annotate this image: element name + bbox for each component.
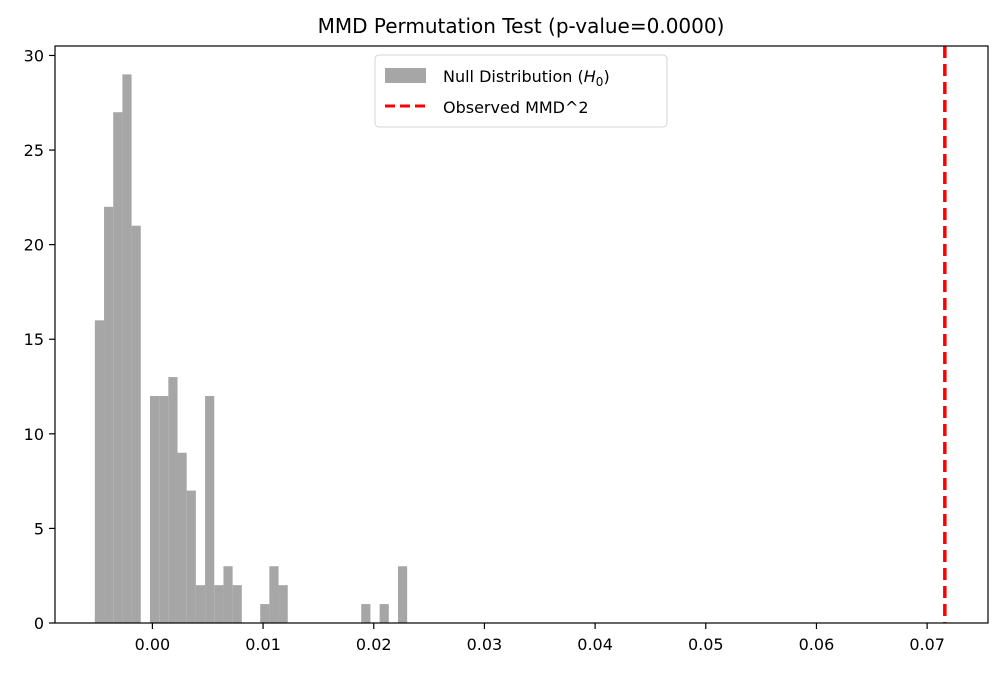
histogram-bar — [131, 225, 141, 623]
y-tick-label: 20 — [24, 236, 44, 255]
legend-null-label: Null Distribution (H0) — [443, 67, 610, 89]
histogram-bar — [104, 206, 114, 623]
x-tick-label: 0.02 — [356, 635, 392, 654]
histogram-bar — [397, 566, 408, 623]
legend-box — [374, 54, 668, 128]
legend: Null Distribution (H0) Observed MMD^2 — [374, 54, 668, 128]
x-axis: 0.00 0.01 0.02 0.03 0.04 0.05 0.06 0.07 — [135, 623, 945, 654]
histogram-bar — [260, 604, 270, 623]
x-tick-label: 0.03 — [467, 635, 503, 654]
legend-null-text: Null Distribution ( — [443, 67, 584, 86]
x-tick-label: 0.07 — [909, 635, 945, 654]
histogram-bar — [177, 452, 187, 623]
histogram-bar — [214, 585, 224, 623]
histogram-bar — [149, 395, 160, 623]
x-tick-label: 0.01 — [245, 635, 281, 654]
y-tick-label: 15 — [24, 330, 44, 349]
histogram-bar — [223, 566, 233, 623]
histogram-bar — [195, 585, 206, 623]
y-axis: 0 5 10 15 20 25 30 — [24, 46, 55, 633]
histogram-bar — [159, 395, 169, 623]
histogram-bar — [113, 112, 123, 624]
y-tick-label: 5 — [34, 519, 44, 538]
y-tick-label: 0 — [34, 614, 44, 633]
legend-null-end: ) — [603, 67, 609, 86]
histogram-bar — [269, 566, 279, 623]
histogram-bar — [278, 585, 288, 623]
legend-null-symbol: H — [584, 67, 596, 86]
plot-frame — [54, 45, 989, 624]
histogram-bar — [94, 320, 105, 623]
histogram-bar — [186, 490, 196, 623]
legend-null-subscript: 0 — [596, 75, 604, 89]
histogram-bar — [361, 604, 371, 623]
histogram-bar — [379, 604, 389, 623]
legend-observed-label: Observed MMD^2 — [443, 98, 589, 117]
y-tick-label: 10 — [24, 425, 44, 444]
x-tick-label: 0.04 — [577, 635, 613, 654]
histogram-bar — [168, 377, 178, 623]
histogram-bar — [232, 585, 242, 623]
y-tick-label: 30 — [24, 46, 44, 65]
histogram-bar — [205, 395, 215, 623]
legend-null-swatch — [385, 68, 426, 83]
histogram-bar — [122, 74, 132, 623]
histogram-bars — [94, 74, 408, 624]
y-tick-label: 25 — [24, 141, 44, 160]
chart-title: MMD Permutation Test (p-value=0.0000) — [318, 14, 725, 38]
x-tick-label: 0.06 — [799, 635, 835, 654]
x-tick-label: 0.00 — [135, 635, 171, 654]
x-tick-label: 0.05 — [688, 635, 724, 654]
